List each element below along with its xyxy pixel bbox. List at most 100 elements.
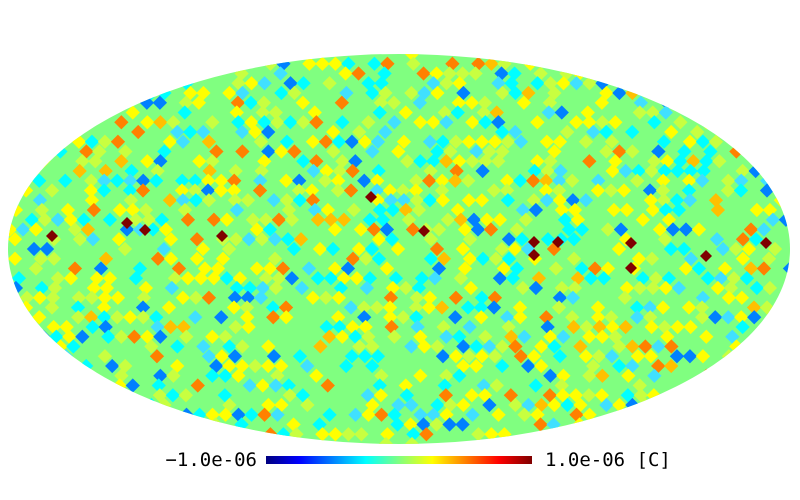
map-pixel xyxy=(500,134,516,149)
map-pixel xyxy=(370,349,386,364)
map-pixel xyxy=(606,202,622,218)
map-pixel xyxy=(456,397,471,413)
map-pixel xyxy=(162,134,178,149)
map-pixel xyxy=(477,95,493,110)
map-pixel xyxy=(560,397,575,413)
map-pixel xyxy=(309,368,324,383)
map-pixel xyxy=(201,290,217,305)
map-pixel xyxy=(591,349,607,364)
map-pixel xyxy=(354,427,369,442)
map-pixel xyxy=(112,202,128,218)
map-pixel xyxy=(513,173,528,188)
map-pixel xyxy=(151,378,166,393)
map-pixel xyxy=(349,271,365,286)
map-pixel xyxy=(671,280,687,296)
map-pixel xyxy=(322,76,337,91)
map-pixel xyxy=(243,95,259,110)
map-pixel xyxy=(306,163,321,179)
map-pixel xyxy=(190,378,205,393)
map-pixel xyxy=(320,378,335,393)
map-pixel xyxy=(97,290,113,305)
map-pixel xyxy=(749,280,765,296)
map-pixel xyxy=(20,163,35,179)
map-pixel xyxy=(551,300,567,315)
map-pixel xyxy=(404,339,419,354)
map-pixel xyxy=(469,358,484,374)
map-pixel xyxy=(114,368,129,383)
map-pixel xyxy=(540,163,555,179)
map-pixel xyxy=(747,310,762,325)
map-pixel xyxy=(669,193,685,208)
map-pixel xyxy=(440,212,456,227)
map-pixel xyxy=(145,222,161,237)
map-pixel xyxy=(310,212,326,227)
map-pixel xyxy=(487,349,503,364)
map-pixel xyxy=(501,232,517,247)
map-pixel xyxy=(451,95,467,110)
map-pixel xyxy=(452,368,467,383)
map-pixel xyxy=(170,339,185,354)
map-hot-pixel xyxy=(552,236,564,248)
map-pixel xyxy=(671,202,687,218)
map-pixel xyxy=(265,300,281,315)
map-pixel xyxy=(509,222,525,237)
map-pixel xyxy=(97,310,112,325)
map-pixel xyxy=(305,193,321,208)
map-pixel xyxy=(408,300,424,315)
map-pixel xyxy=(439,76,454,91)
map-pixel xyxy=(356,300,372,315)
map-pixel xyxy=(580,105,595,120)
map-pixel xyxy=(293,232,309,247)
map-pixel xyxy=(658,105,673,120)
map-pixel xyxy=(484,56,499,71)
map-pixel xyxy=(539,173,554,188)
map-pixel xyxy=(257,115,272,130)
colorbar-unit: [C] xyxy=(636,449,671,471)
map-pixel xyxy=(96,183,112,198)
map-pixel xyxy=(125,378,140,393)
map-pixel xyxy=(110,173,125,188)
map-pixel xyxy=(140,329,155,344)
map-pixel xyxy=(193,271,209,286)
map-pixel xyxy=(226,300,242,315)
map-pixel xyxy=(114,329,129,344)
map-pixel xyxy=(111,232,127,247)
map-pixel xyxy=(568,388,584,403)
map-pixel xyxy=(678,261,694,276)
map-pixel xyxy=(8,280,24,296)
map-pixel xyxy=(227,193,243,208)
map-pixel xyxy=(663,241,679,257)
map-pixel xyxy=(734,310,749,325)
map-pixel xyxy=(767,241,783,257)
map-pixel xyxy=(761,163,776,179)
map-pixel xyxy=(608,329,623,344)
map-pixel xyxy=(242,378,257,393)
map-pixel xyxy=(32,173,47,188)
map-pixel xyxy=(167,271,183,286)
map-pixel xyxy=(683,251,699,266)
map-pixel xyxy=(512,300,528,315)
map-pixel xyxy=(287,85,302,101)
map-pixel xyxy=(123,193,139,208)
map-pixel xyxy=(140,154,155,169)
map-pixel xyxy=(84,193,100,208)
map-pixel xyxy=(291,183,307,198)
map-pixel xyxy=(475,163,490,179)
map-pixel xyxy=(534,397,549,413)
map-pixel xyxy=(348,407,363,422)
map-hot-pixel xyxy=(121,217,133,229)
map-pixel xyxy=(218,329,233,344)
map-pixel xyxy=(330,183,346,198)
map-pixel xyxy=(136,173,151,188)
map-pixel xyxy=(759,300,775,315)
map-pixel xyxy=(517,329,532,344)
map-pixel xyxy=(681,300,697,315)
map-pixel xyxy=(733,183,749,198)
map-pixel xyxy=(613,222,629,237)
map-pixel xyxy=(621,368,636,383)
map-pixel xyxy=(426,407,441,422)
map-pixel xyxy=(123,310,138,325)
map-pixel xyxy=(226,183,242,198)
map-pixel xyxy=(542,95,558,110)
map-pixel xyxy=(548,261,564,276)
